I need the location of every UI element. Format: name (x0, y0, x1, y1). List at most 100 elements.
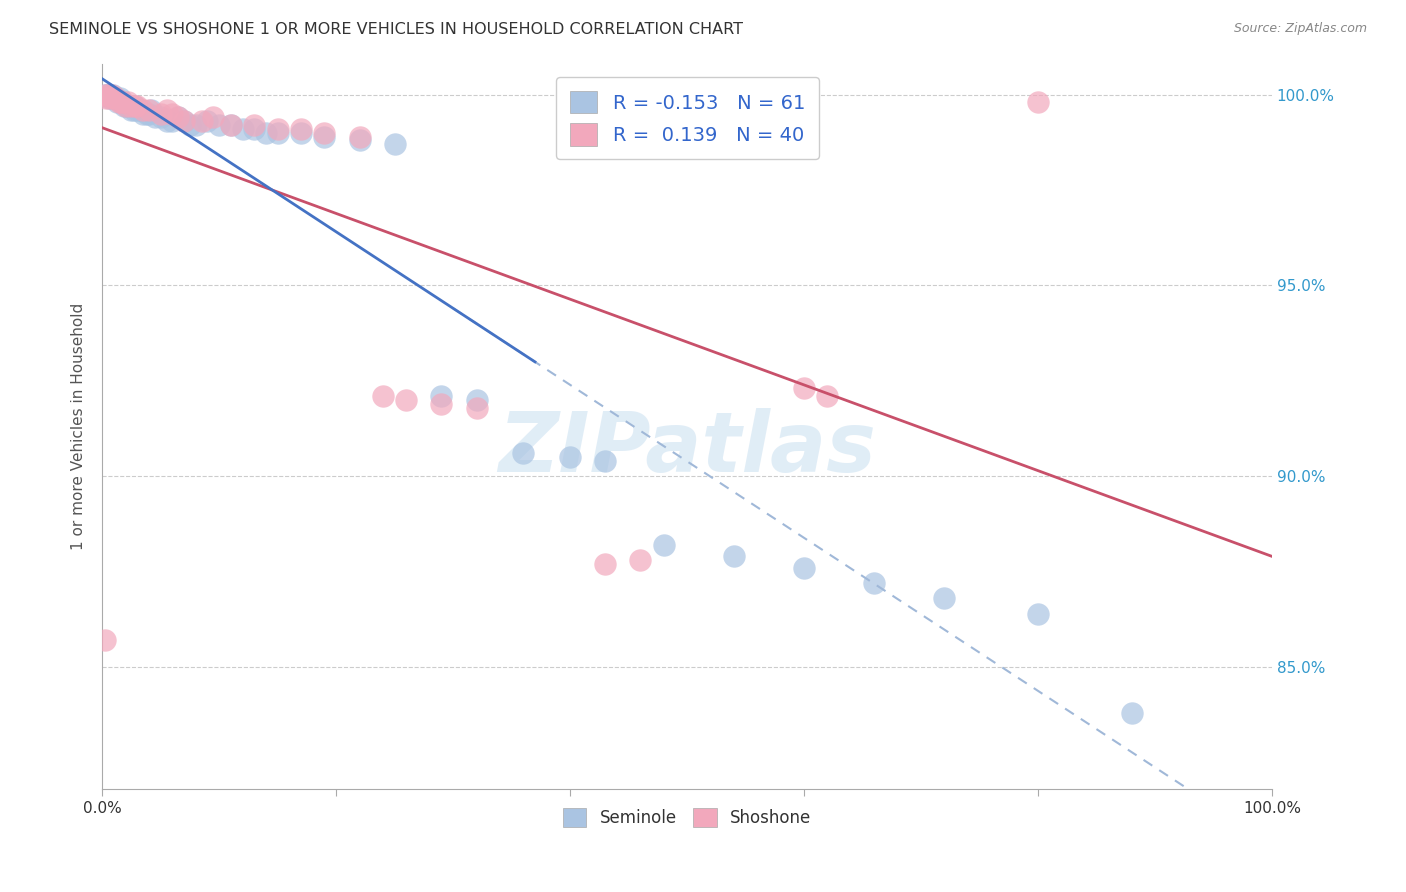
Point (593, 557, 616, 571)
Point (243, 122, 266, 136)
Point (179, 118, 201, 132)
Point (93, 87, 115, 102)
Point (110, 95, 132, 110)
Point (138, 103, 160, 117)
Point (135, 106, 157, 120)
Point (124, 99, 146, 113)
Point (815, 389, 838, 403)
Text: Source: ZipAtlas.com: Source: ZipAtlas.com (1233, 22, 1367, 36)
Point (155, 114, 177, 128)
Point (723, 549, 745, 564)
Point (314, 126, 336, 140)
Legend: Seminole, Shoshone: Seminole, Shoshone (554, 799, 820, 835)
Point (863, 576, 886, 591)
Point (110, 95, 132, 110)
Point (430, 389, 453, 403)
Point (219, 118, 242, 132)
Point (120, 99, 142, 113)
Point (98, 91, 121, 105)
Point (593, 454, 616, 468)
Point (100, 87, 122, 102)
Point (167, 111, 190, 125)
Point (290, 126, 312, 140)
Point (107, 95, 129, 110)
Point (128, 103, 150, 117)
Point (190, 114, 212, 128)
Point (114, 99, 136, 113)
Point (232, 122, 254, 136)
Point (107, 95, 129, 110)
Point (97, 87, 120, 102)
Point (94, 87, 117, 102)
Point (104, 91, 127, 105)
Point (127, 99, 149, 113)
Point (120, 99, 142, 113)
Point (132, 103, 155, 117)
Point (243, 118, 266, 132)
Point (97, 87, 120, 102)
Point (202, 111, 225, 125)
Point (793, 561, 815, 575)
Point (100, 91, 122, 105)
Point (93, 87, 115, 102)
Point (266, 126, 288, 140)
Point (167, 111, 190, 125)
Point (162, 114, 184, 128)
Point (628, 553, 651, 567)
Point (105, 91, 128, 105)
Point (101, 87, 124, 102)
Point (112, 95, 135, 110)
Point (124, 99, 146, 113)
Point (652, 538, 675, 552)
Point (266, 122, 288, 136)
Point (184, 118, 207, 132)
Point (395, 392, 418, 407)
Point (349, 129, 371, 144)
Point (512, 446, 534, 460)
Point (349, 133, 371, 147)
Text: SEMINOLE VS SHOSHONE 1 OR MORE VEHICLES IN HOUSEHOLD CORRELATION CHART: SEMINOLE VS SHOSHONE 1 OR MORE VEHICLES … (49, 22, 744, 37)
Point (117, 99, 139, 113)
Point (173, 114, 195, 128)
Point (100, 91, 122, 105)
Point (103, 91, 125, 105)
Text: ZIPatlas: ZIPatlas (498, 408, 876, 489)
Point (219, 118, 242, 132)
Point (111, 95, 134, 110)
Point (122, 103, 145, 117)
Point (138, 106, 160, 120)
Point (103, 91, 125, 105)
Point (132, 106, 155, 120)
Point (162, 106, 184, 120)
Point (384, 137, 406, 152)
Point (105, 91, 128, 105)
Point (114, 99, 136, 113)
Point (117, 95, 139, 110)
Point (208, 118, 231, 132)
Point (173, 114, 195, 128)
Point (118, 99, 141, 113)
Point (465, 401, 488, 415)
Point (371, 389, 394, 403)
Point (114, 99, 136, 113)
Point (143, 111, 166, 125)
Point (430, 397, 453, 411)
Point (100, 87, 122, 102)
Y-axis label: 1 or more Vehicles in Household: 1 or more Vehicles in Household (72, 303, 86, 550)
Point (94, 91, 117, 105)
Point (197, 114, 219, 128)
Point (290, 122, 312, 136)
Point (934, 591, 956, 606)
Point (465, 392, 488, 407)
Point (1026, 607, 1049, 621)
Point (127, 103, 149, 117)
Point (141, 103, 163, 117)
Point (96, 87, 118, 102)
Point (1026, 95, 1049, 110)
Point (558, 450, 581, 465)
Point (793, 382, 815, 396)
Point (108, 91, 131, 105)
Point (314, 129, 336, 144)
Point (93, 633, 115, 648)
Point (155, 103, 177, 117)
